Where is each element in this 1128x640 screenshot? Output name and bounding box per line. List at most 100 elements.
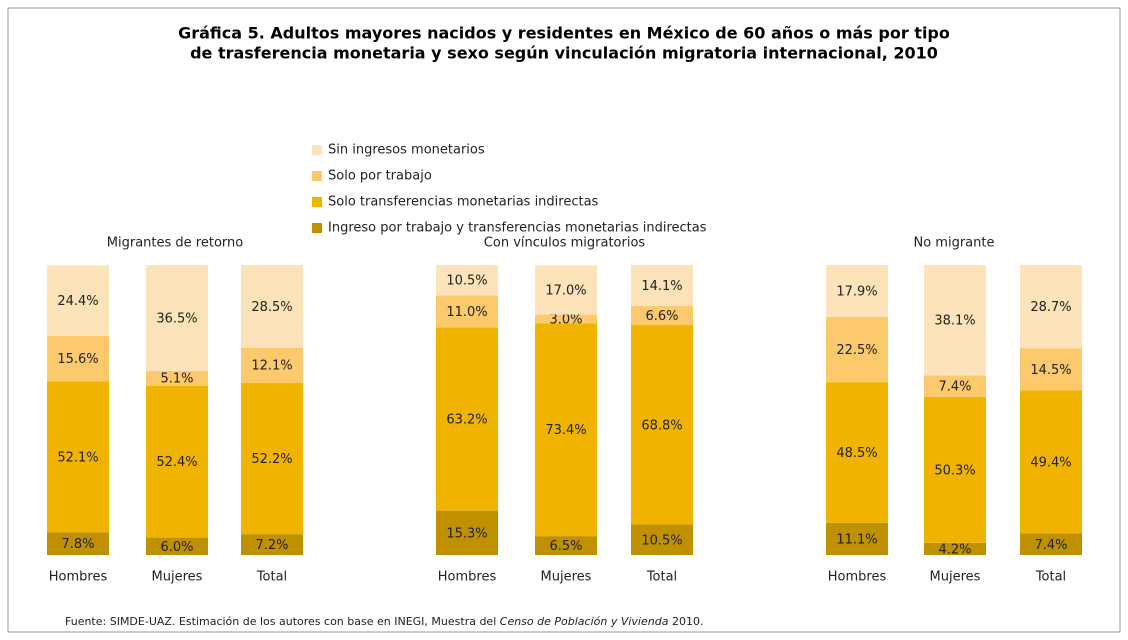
bar-segment: [146, 537, 208, 555]
value-label: 3.0%: [549, 312, 582, 327]
value-label: 4.2%: [938, 542, 971, 557]
value-label: 15.6%: [57, 352, 98, 367]
bar-segment: [436, 510, 498, 555]
legend-swatch: [312, 223, 322, 233]
panel-title: Migrantes de retorno: [107, 236, 243, 251]
value-label: 49.4%: [1030, 455, 1071, 470]
bar-segment: [1020, 348, 1082, 391]
value-label: 6.5%: [549, 539, 582, 554]
value-label: 10.5%: [446, 274, 487, 289]
value-label: 50.3%: [934, 463, 975, 478]
legend-swatch: [312, 145, 322, 155]
value-label: 63.2%: [446, 412, 487, 427]
bar-segment: [436, 265, 498, 296]
value-label: 17.0%: [545, 283, 586, 298]
bar-segment: [47, 265, 109, 337]
value-label: 7.8%: [61, 537, 94, 552]
bar-segment: [146, 385, 208, 538]
value-label: 10.5%: [641, 533, 682, 548]
source-text: Fuente: SIMDE-UAZ. Estimación de los aut…: [65, 615, 500, 628]
value-label: 73.4%: [545, 423, 586, 438]
value-label: 7.4%: [1034, 538, 1067, 553]
x-tick-label: Total: [256, 570, 287, 585]
legend-label: Ingreso por trabajo y transferencias mon…: [328, 221, 707, 236]
value-label: 12.1%: [251, 359, 292, 374]
bar-segment: [535, 323, 597, 537]
value-label: 7.4%: [938, 380, 971, 395]
value-label: 48.5%: [836, 446, 877, 461]
value-label: 11.1%: [836, 532, 877, 547]
x-tick-label: Total: [1035, 570, 1066, 585]
value-label: 22.5%: [836, 343, 877, 358]
x-tick-label: Mujeres: [152, 570, 203, 585]
bar-segment: [47, 532, 109, 555]
bar-segment: [241, 534, 303, 555]
source-text: Censo de Población y Vivienda: [500, 615, 669, 628]
bar-segment: [826, 265, 888, 317]
value-label: 38.1%: [934, 314, 975, 329]
value-label: 5.1%: [160, 372, 193, 387]
x-tick-label: Mujeres: [541, 570, 592, 585]
x-tick-label: Mujeres: [930, 570, 981, 585]
bar-segment: [146, 370, 208, 386]
legend-swatch: [312, 197, 322, 207]
value-label: 6.0%: [160, 540, 193, 555]
x-tick-label: Hombres: [828, 570, 887, 585]
legend-label: Solo transferencias monetarias indirecta…: [328, 195, 599, 210]
panel-title: No migrante: [914, 236, 995, 251]
x-tick-label: Hombres: [49, 570, 108, 585]
value-label: 14.1%: [641, 279, 682, 294]
value-label: 11.0%: [446, 305, 487, 320]
bar-segment: [1020, 390, 1082, 534]
bar-segment: [1020, 533, 1082, 555]
bar-segment: [535, 265, 597, 315]
bar-segment: [436, 295, 498, 328]
x-tick-label: Hombres: [438, 570, 497, 585]
bar-segment: [924, 375, 986, 397]
x-tick-label: Total: [646, 570, 677, 585]
value-label: 15.3%: [446, 526, 487, 541]
bar-segment: [535, 314, 597, 324]
source: Fuente: SIMDE-UAZ. Estimación de los aut…: [65, 615, 703, 628]
bar-segment: [631, 524, 693, 555]
bar-segment: [535, 536, 597, 555]
bar-segment: [47, 336, 109, 382]
bar-segment: [436, 327, 498, 511]
bar-segment: [241, 265, 303, 348]
value-label: 28.7%: [1030, 300, 1071, 315]
legend-swatch: [312, 171, 322, 181]
bar-segment: [631, 325, 693, 525]
value-label: 6.6%: [645, 309, 678, 324]
value-label: 14.5%: [1030, 363, 1071, 378]
legend-label: Solo por trabajo: [328, 169, 432, 184]
bar-segment: [631, 265, 693, 306]
bar-segment: [924, 265, 986, 376]
source-text: 2010.: [668, 615, 703, 628]
bar-segment: [826, 522, 888, 555]
value-label: 68.8%: [641, 418, 682, 433]
bar-segment: [241, 347, 303, 383]
bar-segment: [826, 382, 888, 523]
value-label: 52.1%: [57, 450, 98, 465]
value-label: 52.4%: [156, 455, 197, 470]
value-label: 17.9%: [836, 284, 877, 299]
legend-label: Sin ingresos monetarios: [328, 143, 485, 158]
bar-segment: [924, 542, 986, 555]
bar-segment: [826, 316, 888, 383]
value-label: 36.5%: [156, 311, 197, 326]
value-label: 24.4%: [57, 294, 98, 309]
panel-title: Con vínculos migratorios: [484, 236, 646, 251]
bar-segment: [146, 265, 208, 371]
bar-segment: [241, 382, 303, 535]
bar-segment: [1020, 265, 1082, 349]
chart-title: de trasferencia monetaria y sexo según v…: [190, 44, 938, 63]
value-label: 7.2%: [255, 538, 288, 553]
bar-segment: [47, 381, 109, 533]
chart-title: Gráfica 5. Adultos mayores nacidos y res…: [178, 24, 950, 43]
bar-segment: [924, 396, 986, 543]
value-label: 28.5%: [251, 300, 292, 315]
value-label: 52.2%: [251, 452, 292, 467]
bar-segment: [631, 305, 693, 326]
